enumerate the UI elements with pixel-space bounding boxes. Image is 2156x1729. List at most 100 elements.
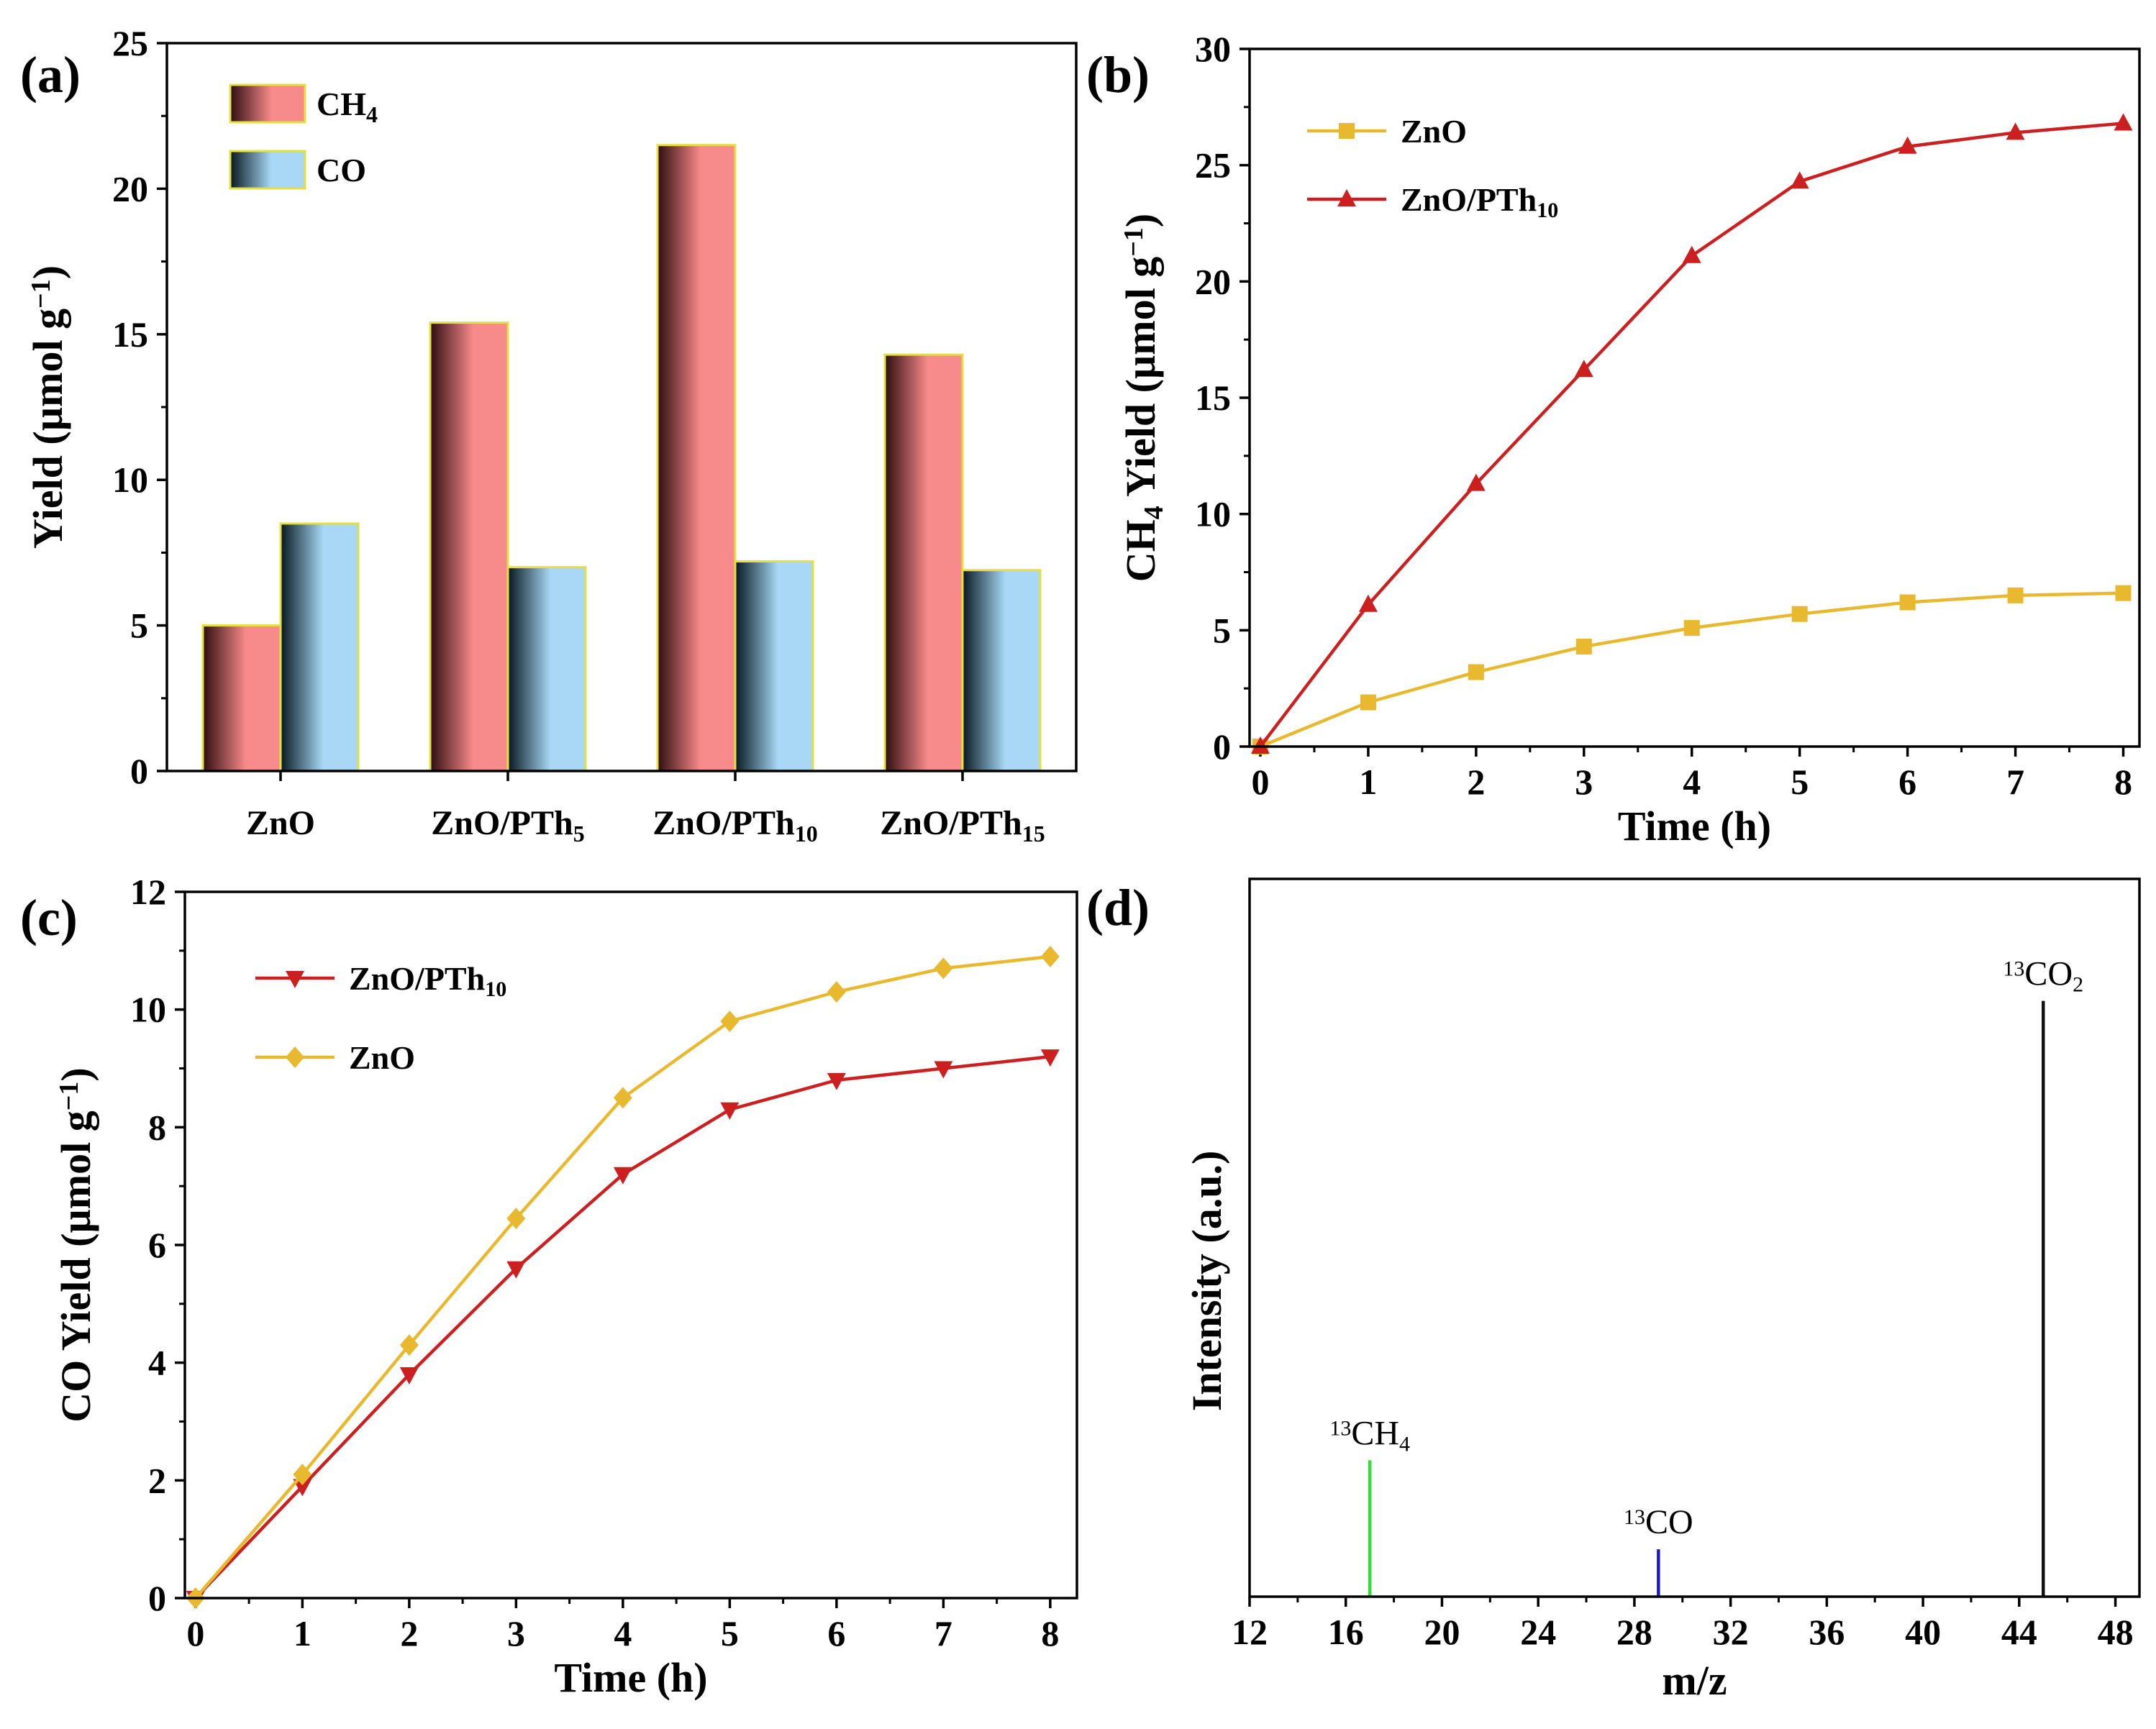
y-tick-label-b: 15 bbox=[1195, 378, 1231, 418]
peak-label-base: CO bbox=[2024, 955, 2073, 993]
data-point-b bbox=[1790, 171, 1809, 189]
x-tick-label-d: 24 bbox=[1520, 1612, 1556, 1652]
y-axis-label-b: CH4 Yield (µmol g−1) bbox=[1117, 214, 1169, 582]
x-tick-label-d: 36 bbox=[1809, 1612, 1845, 1652]
legend-label-b: ZnO bbox=[1401, 113, 1467, 150]
data-point-c bbox=[506, 1208, 526, 1230]
legend-label-base: CH bbox=[317, 86, 366, 122]
category-label-base: ZnO/PTh bbox=[880, 804, 1022, 842]
x-tick-label-b: 6 bbox=[1898, 762, 1916, 802]
y-axis-label-part: CH bbox=[1117, 519, 1164, 582]
data-point-c bbox=[1040, 946, 1060, 968]
x-category-label: ZnO bbox=[246, 804, 315, 842]
legend-label: CH4 bbox=[317, 86, 378, 127]
data-point-b bbox=[2114, 113, 2133, 131]
y-tick-label-a: 5 bbox=[130, 606, 148, 646]
data-point-b bbox=[2006, 122, 2025, 140]
data-point-c bbox=[827, 1072, 846, 1090]
bar-ch4-1 bbox=[201, 624, 282, 772]
y-tick-label-c: 4 bbox=[148, 1343, 166, 1383]
y-axis-label-sup: −1 bbox=[26, 279, 56, 309]
x-axis-label-c: Time (h) bbox=[554, 1654, 707, 1701]
panel-d-mass-spectrum: (d)12 16 20 24 28 32 36 40 44 4813CH413CO13CO2m/z… bbox=[1086, 877, 2141, 1704]
legend-marker-c bbox=[286, 1046, 304, 1068]
plot-frame-d bbox=[1248, 877, 2141, 1598]
y-tick-label-a: 20 bbox=[112, 168, 148, 209]
legend-marker-b bbox=[1337, 189, 1356, 206]
legend-label-sub: 10 bbox=[485, 977, 506, 1001]
y-tick-label-b: 5 bbox=[1213, 610, 1231, 650]
data-point-b bbox=[2115, 585, 2132, 601]
x-tick-label-d: 32 bbox=[1713, 1612, 1749, 1652]
x-tick-label-b: 4 bbox=[1683, 762, 1701, 802]
x-tick-label-d: 20 bbox=[1424, 1612, 1460, 1652]
data-point-b bbox=[1898, 136, 1917, 154]
category-label-base: ZnO/PTh bbox=[431, 804, 573, 842]
panel-label-c: (c) bbox=[20, 889, 78, 946]
x-tick-label-b: 0 bbox=[1251, 762, 1269, 802]
series-line-c-1 bbox=[194, 1054, 1051, 1600]
x-tick-label-d: 44 bbox=[2001, 1612, 2037, 1652]
y-tick-label-b: 30 bbox=[1195, 29, 1231, 69]
data-point-b bbox=[1466, 473, 1486, 491]
y-tick-label-a: 15 bbox=[112, 314, 148, 355]
x-tick-label-b: 8 bbox=[2114, 762, 2132, 802]
data-point-c bbox=[293, 1479, 312, 1497]
y-axis-label-sub: 4 bbox=[1139, 506, 1169, 519]
legend-label-c: ZnO/PTh10 bbox=[349, 960, 506, 1001]
x-tick-label-c: 6 bbox=[827, 1613, 845, 1653]
y-tick-label-c: 10 bbox=[130, 990, 166, 1030]
panel-label-a: (a) bbox=[20, 46, 81, 104]
legend-marker-b bbox=[1339, 123, 1355, 139]
category-label-sub: 15 bbox=[1022, 821, 1045, 847]
legend-swatch-ch4 bbox=[229, 83, 306, 124]
x-tick-label-b: 7 bbox=[2006, 762, 2024, 802]
plot-frame-a bbox=[165, 42, 1078, 772]
y-tick-label-c: 6 bbox=[148, 1225, 166, 1265]
legend-label-b: ZnO/PTh10 bbox=[1401, 181, 1558, 222]
x-tick-label-c: 1 bbox=[294, 1613, 311, 1653]
x-tick-label-c: 2 bbox=[400, 1613, 418, 1653]
x-tick-label-c: 4 bbox=[614, 1613, 632, 1653]
y-tick-label-b: 10 bbox=[1195, 494, 1231, 534]
peak-label-2: 13CO bbox=[1624, 1503, 1693, 1541]
plot-frame-b bbox=[1248, 47, 2141, 748]
peak-label-sub: 2 bbox=[2073, 973, 2083, 997]
y-axis-label-part: Yield (µmol g bbox=[24, 309, 71, 549]
x-category-label: ZnO/PTh15 bbox=[880, 804, 1045, 847]
data-point-b bbox=[1360, 694, 1376, 711]
peak-label-3: 13CO2 bbox=[2003, 955, 2083, 997]
x-tick-label-d: 40 bbox=[1905, 1612, 1941, 1652]
data-point-b bbox=[1683, 620, 1700, 637]
bar-co-1 bbox=[279, 522, 360, 772]
bar-ch4-4 bbox=[883, 353, 964, 772]
x-tick-label-d: 12 bbox=[1232, 1612, 1268, 1652]
data-point-b bbox=[1358, 594, 1378, 612]
bar-co-4 bbox=[961, 569, 1042, 772]
y-axis-label-sup: −1 bbox=[1119, 227, 1149, 257]
data-point-c bbox=[827, 981, 846, 1003]
panel-label-d: (d) bbox=[1086, 879, 1150, 936]
peak-label-base: CH bbox=[1351, 1414, 1399, 1452]
category-label-base: ZnO/PTh bbox=[652, 804, 794, 842]
data-point-b bbox=[1575, 638, 1592, 654]
x-tick-label-d: 28 bbox=[1616, 1612, 1652, 1652]
y-axis-label-part: Yield (µmol g bbox=[1117, 257, 1164, 506]
x-tick-label-c: 7 bbox=[934, 1613, 952, 1653]
y-axis-label-c: CO Yield (µmol g−1) bbox=[53, 1067, 99, 1422]
x-tick-label-b: 5 bbox=[1791, 762, 1809, 802]
y-axis-label-a: Yield (µmol g−1) bbox=[24, 265, 71, 549]
data-point-c bbox=[1040, 1049, 1060, 1067]
bar-co-2 bbox=[506, 566, 587, 772]
y-axis-label-d: Intensity (a.u.) bbox=[1183, 1151, 1230, 1412]
legend-swatch-co bbox=[229, 150, 306, 190]
peak-label-sup: 13 bbox=[2003, 957, 2024, 980]
y-axis-label-part: CO Yield (µmol g bbox=[53, 1110, 99, 1422]
data-point-b bbox=[1791, 606, 1808, 622]
data-point-c bbox=[399, 1367, 419, 1385]
x-tick-label-c: 3 bbox=[507, 1613, 525, 1653]
y-tick-label-a: 10 bbox=[112, 460, 148, 500]
